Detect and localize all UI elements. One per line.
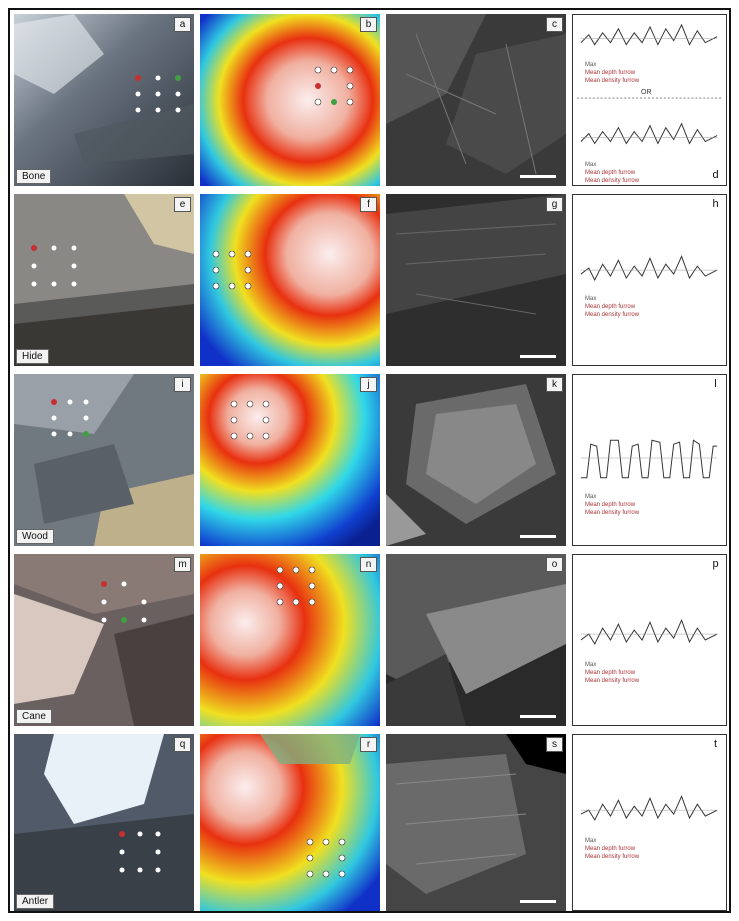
material-label: Hide (16, 349, 49, 364)
material-label: Wood (16, 529, 54, 544)
material-label: Bone (16, 169, 52, 184)
profile-plot (580, 794, 718, 822)
heatmap-panel: b (200, 14, 380, 186)
profile-panel: d Max Mean depth furrow Mean density fur… (572, 14, 727, 186)
profile-panel: p Max Mean depth furrow Mean density fur… (572, 554, 727, 726)
heatmap-panel: j (200, 374, 380, 546)
panel-letter: f (360, 197, 377, 212)
panel-letter: q (174, 737, 191, 752)
heatmap-panel: f (200, 194, 380, 366)
panel-letter: i (174, 377, 191, 392)
panel-letter: r (360, 737, 377, 752)
profile-plot (580, 439, 718, 479)
profile-plot (576, 23, 723, 145)
scale-bar (520, 175, 556, 178)
profile-panel: h Max Mean depth furrow Mean density fur… (572, 194, 727, 366)
plot-legend: Max Mean depth furrow Mean density furro… (585, 62, 640, 84)
sem-panel: o (386, 554, 566, 726)
scale-bar (520, 535, 556, 538)
panel-letter: k (546, 377, 563, 392)
photo-panel: m Cane (14, 554, 194, 726)
photo-panel: e Hide (14, 194, 194, 366)
panel-letter: l (708, 378, 723, 391)
row-cane: m Cane n o (14, 554, 727, 726)
panel-letter: m (174, 557, 191, 572)
panel-letter: a (174, 17, 191, 32)
panel-letter: h (708, 198, 723, 211)
panel-letter: d (708, 169, 723, 182)
plot-legend: Max Mean depth furrow Mean density furro… (585, 494, 640, 516)
scale-bar (520, 715, 556, 718)
panel-letter: g (546, 197, 563, 212)
panel-letter: c (546, 17, 563, 32)
row-hide: e Hide f g (14, 194, 727, 366)
photo-panel: i Wood (14, 374, 194, 546)
scale-bar (520, 355, 556, 358)
panel-letter: s (546, 737, 563, 752)
panel-letter: b (360, 17, 377, 32)
heatmap-image (200, 194, 380, 366)
panel-letter: o (546, 557, 563, 572)
heatmap-image (200, 734, 380, 911)
photo-panel: q Antler (14, 734, 194, 911)
scale-bar (520, 900, 556, 903)
heatmap-image (200, 14, 380, 186)
sem-image (386, 734, 566, 911)
row-bone: a Bone b (14, 14, 727, 186)
heatmap-image (200, 554, 380, 726)
microscope-photo (14, 554, 194, 726)
plot-legend: Max Mean depth furrow Mean density furro… (585, 662, 640, 684)
sem-panel: s (386, 734, 566, 911)
material-label: Cane (16, 709, 52, 724)
row-wood: i Wood j k (14, 374, 727, 546)
sem-panel: k (386, 374, 566, 546)
microscope-photo (14, 734, 194, 911)
figure: a Bone b (8, 8, 731, 913)
plot-legend: Max Mean depth furrow Mean density furro… (585, 162, 640, 184)
profile-panel: l Max Mean depth furrow Mean density fur… (572, 374, 727, 546)
panel-letter: p (708, 558, 723, 571)
plot-legend: Max Mean depth furrow Mean density furro… (585, 838, 640, 860)
row-antler: q Antler r (14, 734, 727, 911)
sem-image (386, 554, 566, 726)
profile-plot (580, 618, 718, 645)
microscope-photo (14, 14, 194, 186)
panel-letter: n (360, 557, 377, 572)
heatmap-panel: r (200, 734, 380, 911)
plot-legend: Max Mean depth furrow Mean density furro… (585, 296, 640, 318)
microscope-photo (14, 374, 194, 546)
photo-panel: a Bone (14, 14, 194, 186)
profile-plot (580, 254, 718, 282)
divider-label: OR (639, 89, 654, 96)
sem-panel: c (386, 14, 566, 186)
material-label: Antler (16, 894, 55, 909)
panel-letter: t (708, 738, 723, 751)
sem-panel: g (386, 194, 566, 366)
heatmap-panel: n (200, 554, 380, 726)
heatmap-image (200, 374, 380, 546)
panel-letter: e (174, 197, 191, 212)
microscope-photo (14, 194, 194, 366)
sem-image (386, 194, 566, 366)
profile-panel: t Max Mean depth furrow Mean density fur… (572, 734, 727, 911)
sem-image (386, 374, 566, 546)
sem-image (386, 14, 566, 186)
panel-letter: j (360, 377, 377, 392)
